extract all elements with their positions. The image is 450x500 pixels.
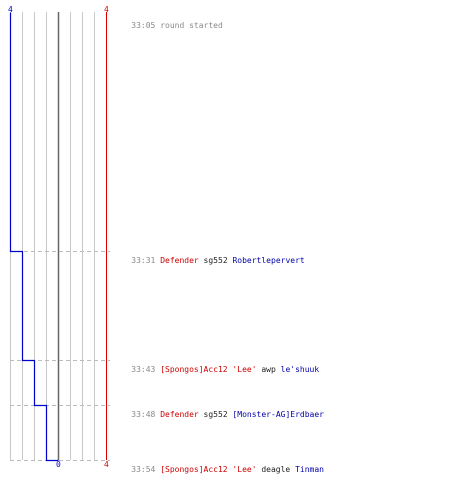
blue-team-line [9, 12, 59, 462]
event-time: 33:48 [131, 410, 156, 419]
log-entry-kill: 33:31 Defender sg552 Robertlepervert [112, 246, 304, 265]
killer-name: [Spongos]Acc12 'Lee' [160, 365, 257, 374]
log-entry-kill: 33:54 [Spongos]Acc12 'Lee' deagle Tinman [112, 455, 324, 474]
log-entry-kill: 33:43 [Spongos]Acc12 'Lee' awp le'shuuk [112, 355, 319, 374]
weapon-name: sg552 [203, 256, 228, 265]
victim-name: Tinman [295, 465, 324, 474]
log-entry-round-start: 33:05 round started [112, 11, 223, 30]
event-time: 33:54 [131, 465, 156, 474]
log-entry-kill: 33:48 Defender sg552 [Monster-AG]Erdbaer [112, 400, 324, 419]
killer-name: Defender [160, 256, 199, 265]
weapon-name: awp [261, 365, 276, 374]
weapon-name: sg552 [203, 410, 228, 419]
event-time: 33:31 [131, 256, 156, 265]
event-time: 33:43 [131, 365, 156, 374]
weapon-name: deagle [261, 465, 291, 474]
victim-name: Robertlepervert [232, 256, 305, 265]
killer-name: [Spongos]Acc12 'Lee' [160, 465, 257, 474]
blue-team-start-count: 4 [8, 5, 13, 14]
victim-name: [Monster-AG]Erdbaer [232, 410, 324, 419]
killer-name: Defender [160, 410, 199, 419]
red-team-final-count: 4 [104, 460, 109, 469]
event-time: 33:05 [131, 21, 156, 30]
blue-team-final-count: 0 [56, 460, 61, 469]
red-team-start-count: 4 [104, 5, 109, 14]
victim-name: le'shuuk [280, 365, 320, 374]
event-message: round started [160, 21, 223, 30]
